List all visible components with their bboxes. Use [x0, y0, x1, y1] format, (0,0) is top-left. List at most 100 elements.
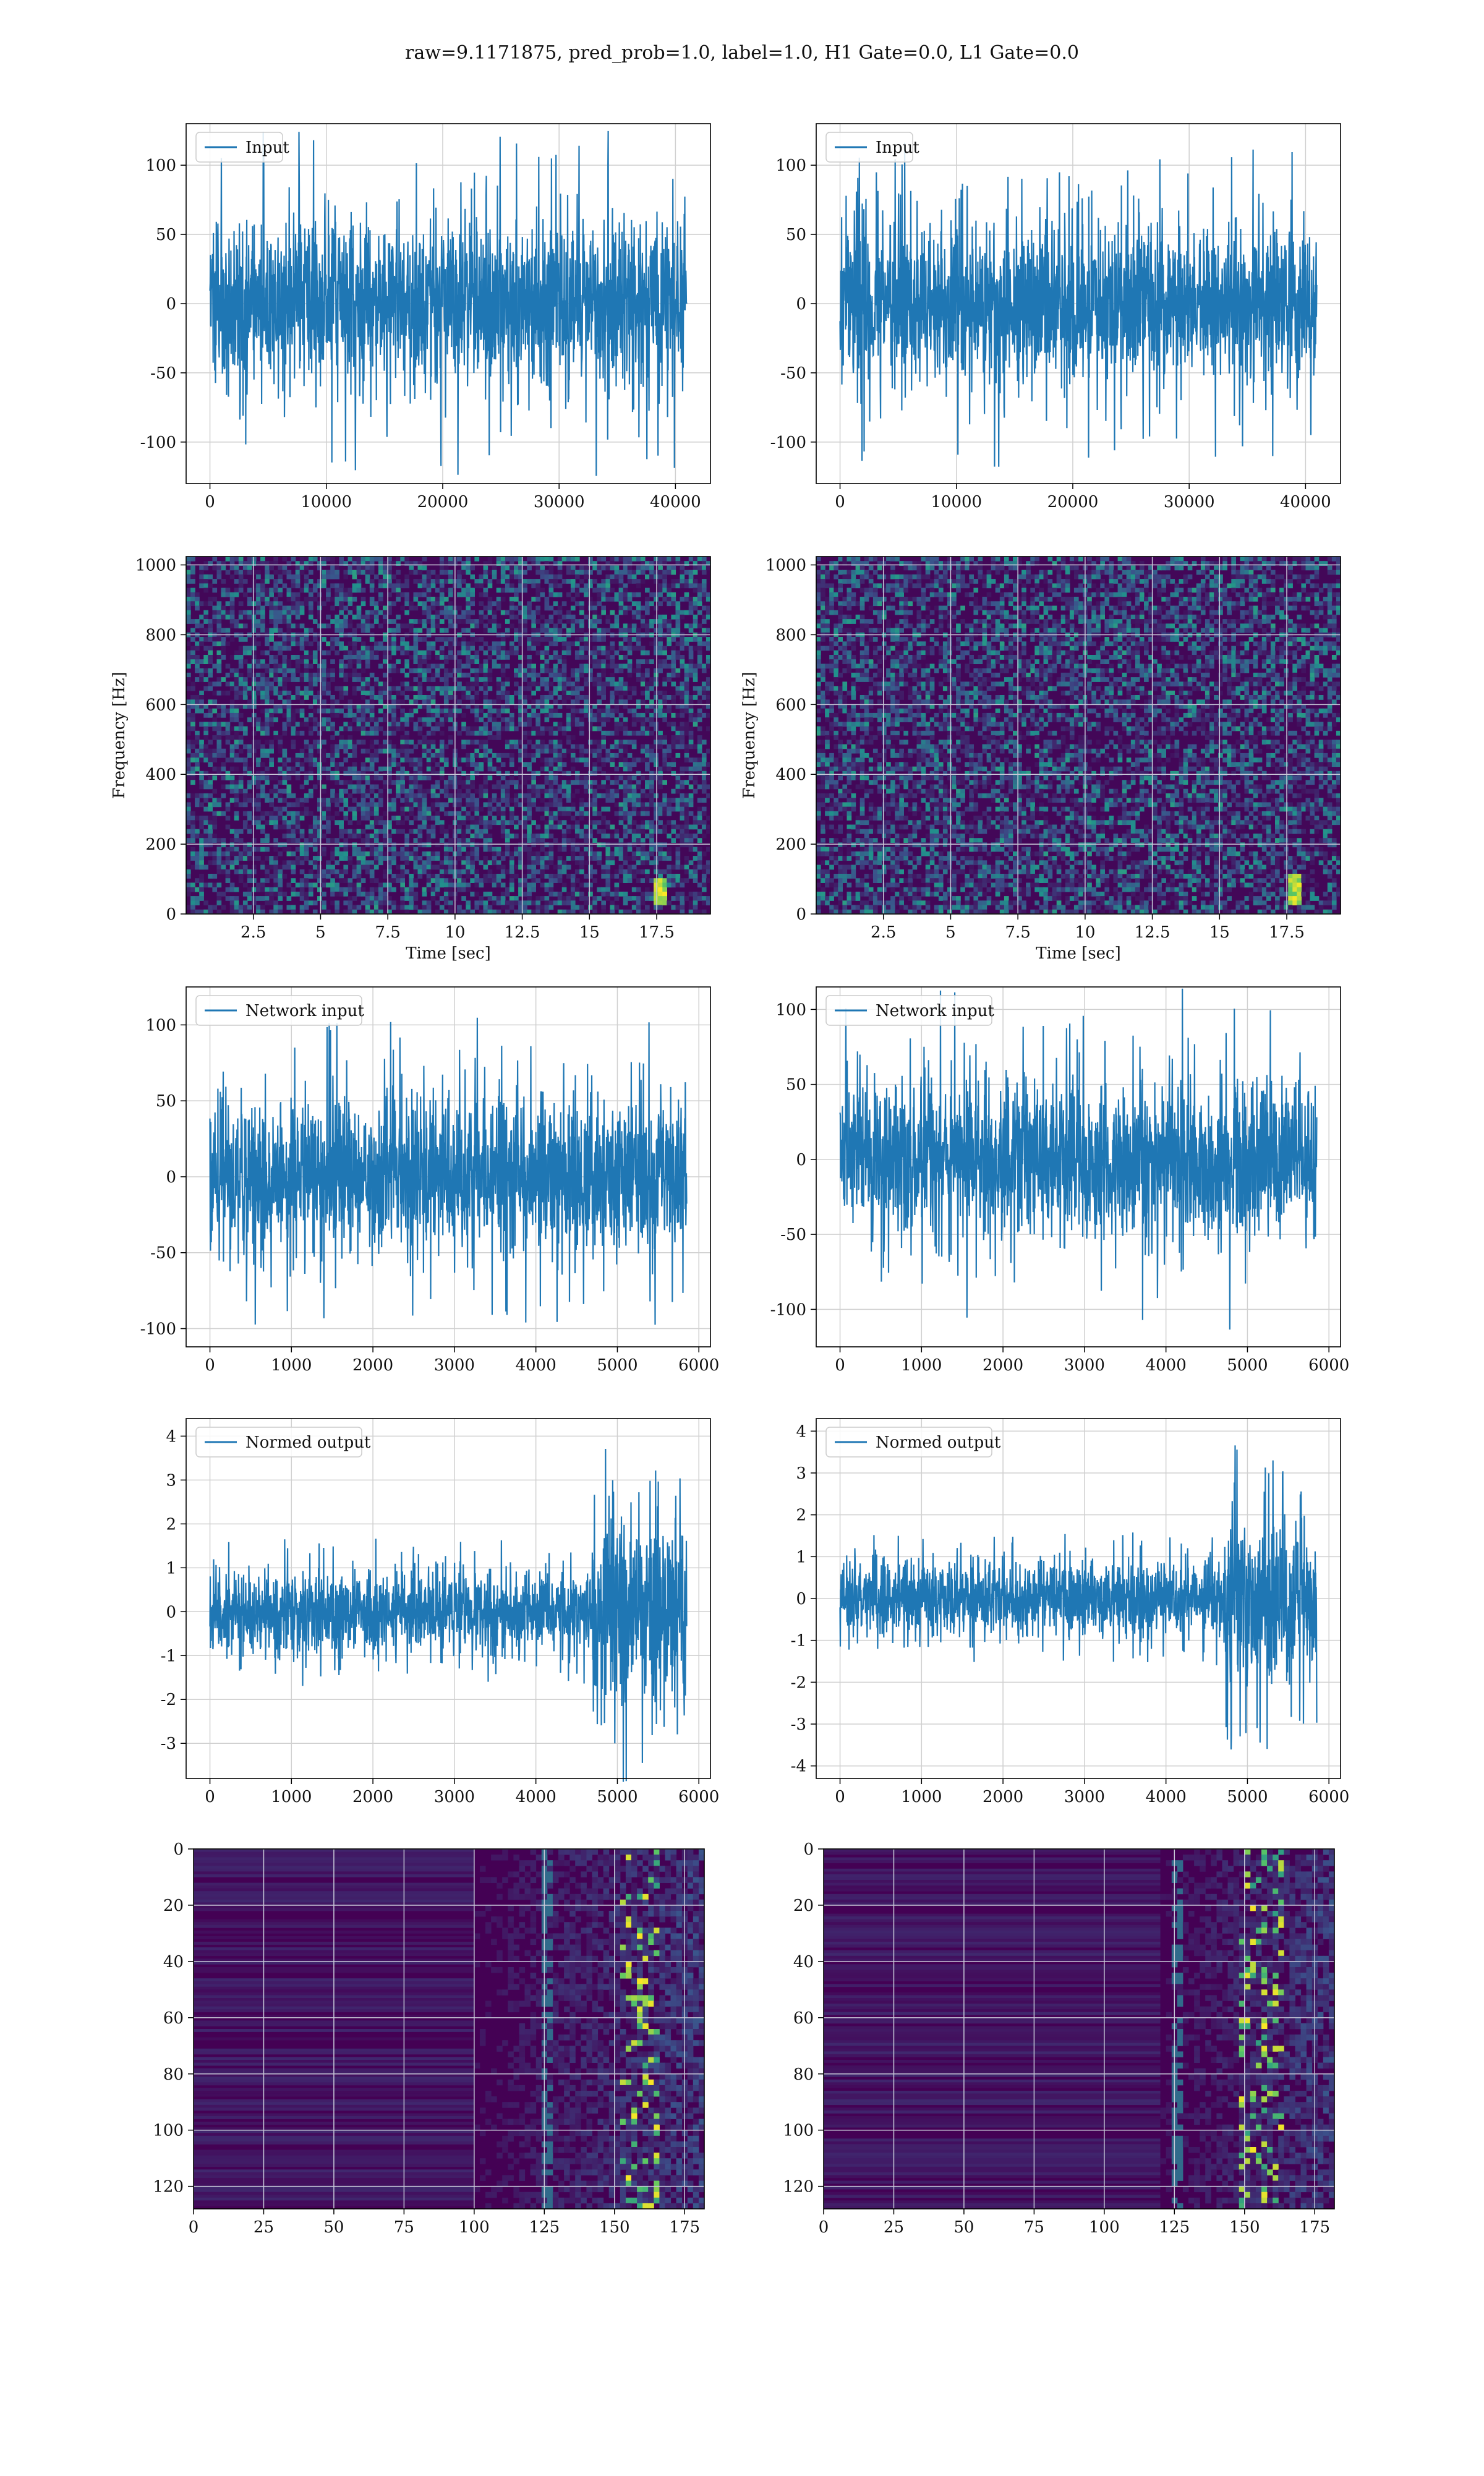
- heatmap-cell: [322, 874, 326, 879]
- heatmap-cell: [374, 865, 379, 870]
- heatmap-cell: [300, 699, 305, 704]
- heatmap-cell: [605, 709, 610, 714]
- heatmap-cell: [278, 601, 283, 606]
- heatmap-cell: [484, 615, 488, 620]
- heatmap-cell: [505, 695, 510, 700]
- heatmap-cell: [431, 834, 436, 839]
- heatmap-cell: [335, 641, 339, 646]
- heatmap-cell: [535, 834, 540, 839]
- heatmap-cell: [352, 865, 357, 870]
- heatmap-cell: [505, 834, 510, 839]
- heatmap-cell: [566, 749, 571, 754]
- heatmap-cell: [448, 780, 453, 785]
- heatmap-cell: [361, 852, 366, 856]
- heatmap-cell: [514, 651, 519, 655]
- heatmap-cell: [252, 579, 257, 584]
- heatmap-cell: [522, 882, 527, 887]
- heatmap-cell: [234, 717, 239, 722]
- heatmap-cell: [335, 566, 339, 571]
- heatmap-cell: [448, 673, 453, 678]
- heatmap-cell: [256, 615, 261, 620]
- heatmap-cell: [605, 852, 610, 856]
- heatmap-cell: [300, 749, 305, 754]
- heatmap-cell: [374, 775, 379, 780]
- heatmap-cell: [304, 686, 309, 691]
- heatmap-cell: [190, 834, 195, 839]
- heatmap-cell: [195, 695, 200, 700]
- heatmap-cell: [492, 601, 497, 606]
- heatmap-cell: [479, 574, 484, 579]
- heatmap-cell: [199, 628, 204, 633]
- heatmap-cell: [619, 686, 624, 691]
- heatmap-cell: [584, 592, 589, 597]
- heatmap-cell: [535, 740, 540, 745]
- heatmap-cell: [383, 811, 388, 816]
- heatmap-cell: [605, 651, 610, 655]
- heatmap-cell: [365, 842, 370, 847]
- heatmap-cell: [243, 802, 248, 807]
- heatmap-cell: [431, 583, 436, 588]
- heatmap-cell: [628, 651, 633, 655]
- heatmap-cell: [300, 610, 305, 615]
- heatmap-cell: [479, 740, 484, 745]
- heatmap-cell: [404, 798, 409, 803]
- heatmap-cell: [217, 753, 222, 758]
- heatmap-cell: [588, 579, 593, 584]
- heatmap-cell: [203, 637, 208, 642]
- heatmap-cell: [199, 699, 204, 704]
- heatmap-cell: [269, 860, 274, 865]
- heatmap-cell: [562, 860, 567, 865]
- heatmap-cell: [260, 695, 265, 700]
- heatmap-cell: [497, 588, 501, 593]
- heatmap-cell: [619, 681, 624, 686]
- heatmap-cell: [540, 570, 545, 575]
- heatmap-cell: [300, 691, 305, 696]
- heatmap-cell: [545, 623, 550, 628]
- heatmap-cell: [317, 615, 322, 620]
- heatmap-cell: [365, 659, 370, 664]
- heatmap-cell: [597, 713, 602, 718]
- heatmap-cell: [632, 646, 637, 651]
- heatmap-cell: [535, 905, 540, 910]
- heatmap-cell: [226, 771, 231, 776]
- heatmap-cell: [217, 735, 222, 740]
- heatmap-cell: [269, 717, 274, 722]
- heatmap-cell: [304, 905, 309, 910]
- heatmap-cell: [566, 892, 571, 897]
- heatmap-cell: [422, 574, 427, 579]
- heatmap-cell: [352, 606, 357, 611]
- heatmap-cell: [549, 767, 554, 772]
- heatmap-cell: [474, 842, 479, 847]
- heatmap-cell: [615, 722, 620, 727]
- heatmap-cell: [322, 825, 326, 830]
- heatmap-cell: [505, 798, 510, 803]
- heatmap-cell: [619, 601, 624, 606]
- heatmap-cell: [619, 811, 624, 816]
- heatmap-cell: [562, 838, 567, 843]
- heatmap-cell: [422, 623, 427, 628]
- heatmap-cell: [540, 588, 545, 593]
- x-tick-label: 40000: [1280, 493, 1331, 511]
- heatmap-cell: [623, 717, 628, 722]
- heatmap-cell: [422, 860, 427, 865]
- heatmap-cell: [497, 767, 501, 772]
- heatmap-cell: [558, 878, 563, 883]
- heatmap-cell: [357, 566, 362, 571]
- heatmap-cell: [553, 789, 558, 794]
- heatmap-cell: [566, 798, 571, 803]
- heatmap-cell: [391, 601, 396, 606]
- heatmap-cell: [531, 619, 536, 624]
- heatmap-cell: [247, 896, 252, 901]
- heatmap-cell: [522, 847, 527, 852]
- heatmap-cell: [531, 641, 536, 646]
- heatmap-cell: [335, 583, 339, 588]
- heatmap-cell: [444, 606, 449, 611]
- heatmap-cell: [435, 798, 440, 803]
- heatmap-cell: [588, 865, 593, 870]
- heatmap-cell: [370, 646, 375, 651]
- heatmap-cell: [243, 793, 248, 798]
- heatmap-cell: [584, 838, 589, 843]
- heatmap-cell: [186, 655, 191, 660]
- heatmap-cell: [545, 865, 550, 870]
- heatmap-cell: [313, 709, 318, 714]
